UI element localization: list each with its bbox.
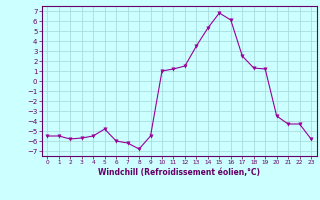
- X-axis label: Windchill (Refroidissement éolien,°C): Windchill (Refroidissement éolien,°C): [98, 168, 260, 177]
